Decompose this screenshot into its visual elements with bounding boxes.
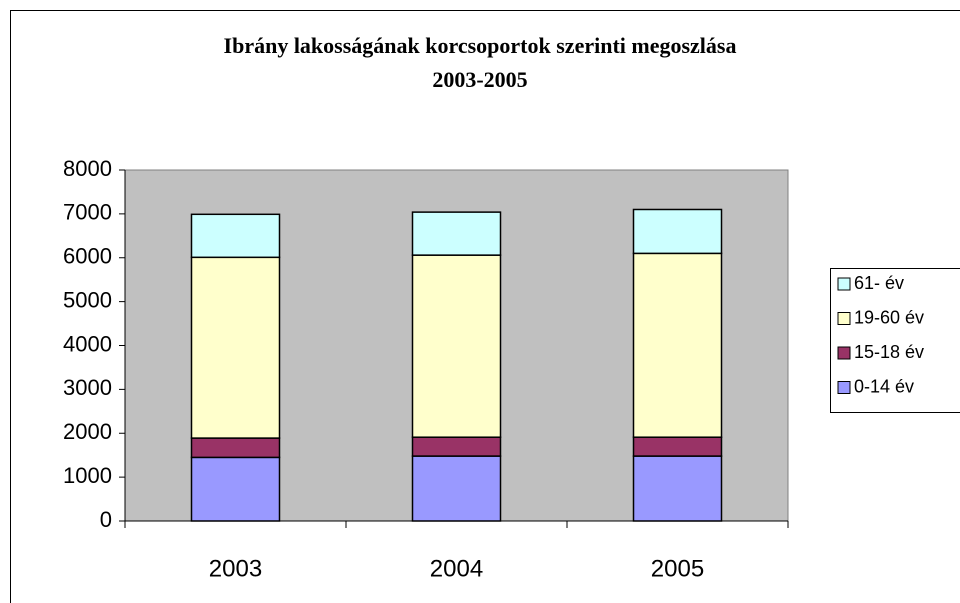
- bar-segment: [190, 213, 281, 259]
- legend-label: 15-18 év: [854, 342, 924, 362]
- bar-segment: [411, 455, 502, 522]
- y-tick-label: 5000: [63, 287, 112, 312]
- y-tick-label: 8000: [63, 156, 112, 181]
- legend-swatch: [837, 346, 851, 360]
- y-tick-label: 6000: [63, 244, 112, 269]
- bar-segment: [411, 211, 502, 256]
- y-tick-label: 0: [100, 507, 112, 532]
- bar-segment: [632, 252, 723, 438]
- legend-swatch: [837, 312, 851, 325]
- bar-segment: [411, 436, 502, 457]
- bar-segment: [190, 256, 281, 439]
- bar-segment: [632, 436, 723, 457]
- legend: [830, 268, 960, 413]
- legend-label: 0-14 év: [854, 376, 914, 396]
- legend-swatch: [837, 381, 851, 394]
- y-tick-label: 7000: [63, 200, 112, 225]
- legend-label: 19-60 év: [854, 307, 924, 327]
- bar-segment: [190, 437, 281, 459]
- legend-label: 61- év: [854, 273, 904, 293]
- x-tick-label: 2003: [209, 555, 262, 582]
- y-tick-label: 2000: [63, 419, 112, 444]
- chart-title: Ibrány lakosságának korcsoportok szerint…: [224, 33, 737, 58]
- bar-segment: [411, 254, 502, 438]
- x-tick-label: 2005: [651, 555, 704, 582]
- bar-segment: [632, 208, 723, 255]
- y-tick-label: 1000: [63, 463, 112, 488]
- legend-swatch: [837, 277, 851, 291]
- bar-segment: [190, 456, 281, 522]
- y-tick-label: 4000: [63, 331, 112, 356]
- bar-segment: [632, 455, 723, 522]
- x-tick-label: 2004: [430, 555, 483, 582]
- y-tick-label: 3000: [63, 375, 112, 400]
- chart-subtitle: 2003-2005: [432, 67, 527, 92]
